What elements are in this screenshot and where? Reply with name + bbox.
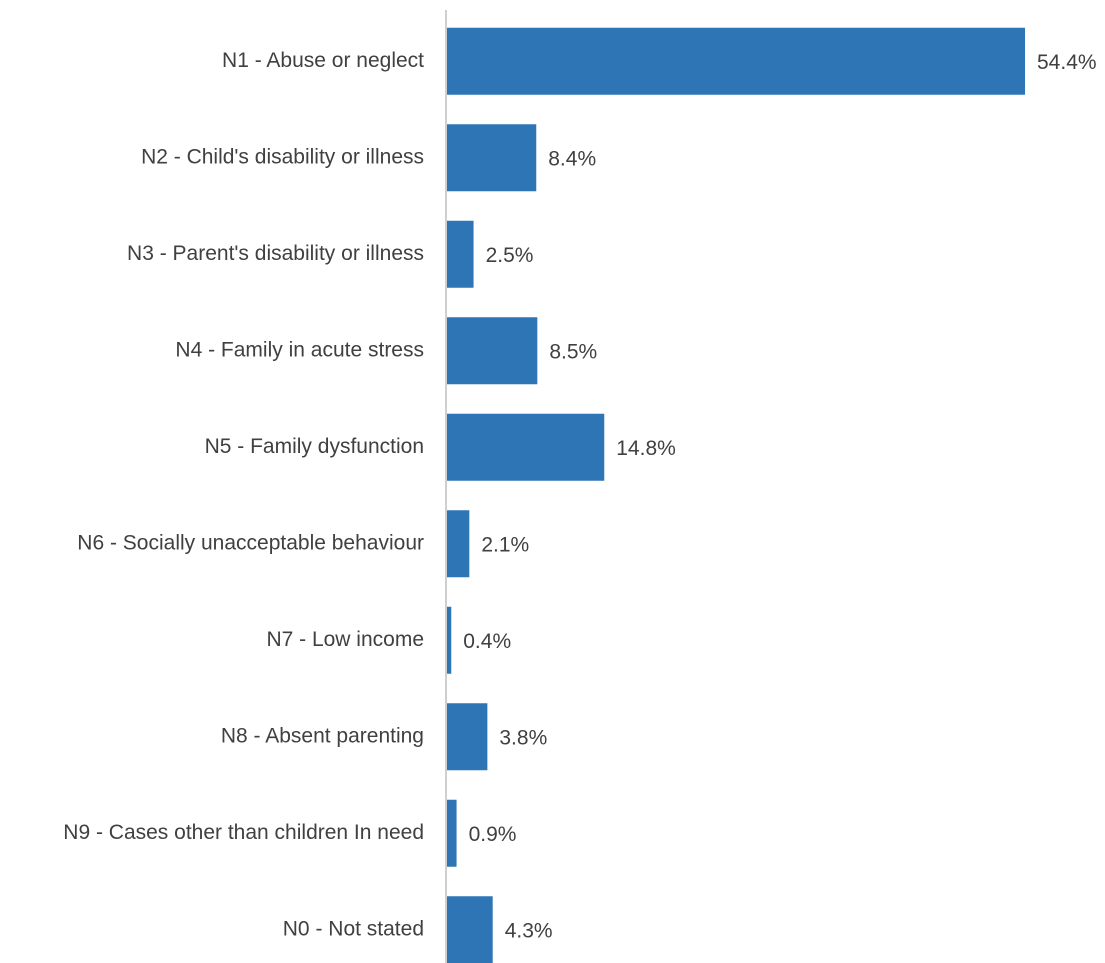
value-label-9: 0.9%: [469, 823, 517, 846]
value-label-8: 3.8%: [499, 726, 547, 749]
category-label-6: N6 - Socially unacceptable behaviour: [77, 531, 424, 554]
bar-4: [447, 317, 538, 385]
category-labels-group: N1 - Abuse or neglect N2 - Child's disabi…: [63, 49, 424, 941]
bar-2: [447, 124, 537, 192]
category-label-3: N3 - Parent's disability or illness: [127, 242, 424, 265]
value-label-3: 2.5%: [486, 244, 534, 267]
value-label-10: 4.3%: [505, 919, 553, 942]
value-label-4: 8.5%: [549, 340, 597, 363]
category-label-7: N7 - Low income: [266, 628, 424, 651]
value-label-1: 54.4%: [1037, 51, 1097, 74]
category-label-2: N2 - Child's disability or illness: [141, 145, 424, 168]
value-label-6: 2.1%: [481, 533, 529, 556]
bar-1: [447, 27, 1025, 95]
bar-3: [447, 220, 474, 288]
bar-7: [447, 606, 452, 674]
value-labels-group: 54.4% 8.4% 2.5% 8.5% 14.8% 2.1% 0.4% 3.8% 0.9% 4.…: [463, 51, 1096, 943]
category-label-9: N9 - Cases other than children In need: [63, 821, 424, 844]
category-label-8: N8 - Absent parenting: [221, 724, 424, 747]
category-label-1: N1 - Abuse or neglect: [222, 49, 424, 72]
bar-6: [447, 510, 470, 578]
category-label-10: N0 - Not stated: [283, 917, 424, 940]
value-label-7: 0.4%: [463, 630, 511, 653]
bars-group: [447, 27, 1025, 963]
value-label-5: 14.8%: [616, 437, 676, 460]
bar-9: [447, 799, 457, 867]
category-label-4: N4 - Family in acute stress: [175, 338, 424, 361]
value-label-2: 8.4%: [548, 147, 596, 170]
bar-8: [447, 703, 488, 771]
category-label-5: N5 - Family dysfunction: [205, 435, 424, 458]
bar-10: [447, 896, 493, 963]
bar-5: [447, 413, 605, 481]
